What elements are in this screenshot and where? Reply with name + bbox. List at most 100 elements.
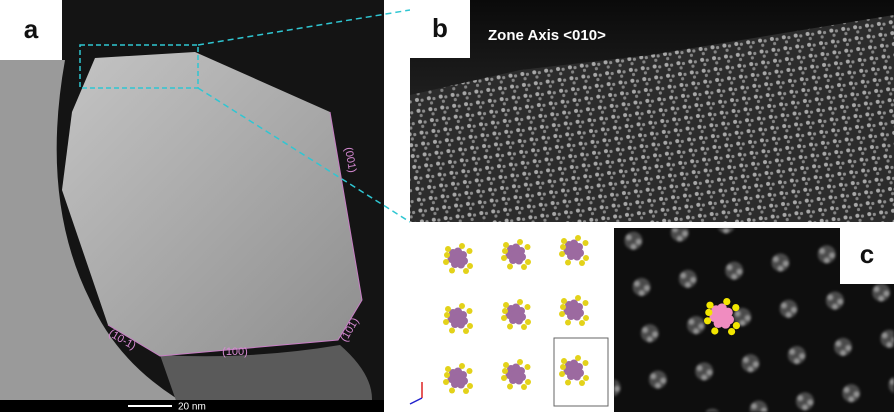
atom [507,384,513,390]
atom [525,319,531,325]
atom [467,323,473,329]
atom [507,264,513,270]
atom [728,328,735,335]
atom [457,261,465,269]
atom [444,312,450,318]
atom [449,268,455,274]
scale-bar-label: 20 nm [178,402,206,412]
atom [463,328,469,334]
atom [525,304,531,310]
atom [561,238,567,244]
page: (001) (101) (100) (10-1) 20 nm a b Zone … [0,0,894,412]
facet-label: (100) [222,346,248,358]
atom [723,298,730,305]
atom [501,315,507,321]
atom [559,311,565,317]
atom [525,244,531,250]
figure: (001) (101) (100) (10-1) 20 nm a b Zone … [0,0,894,412]
atom [459,303,465,309]
atom [565,320,571,326]
atom [507,324,513,330]
atom [444,372,450,378]
atom [579,320,585,326]
atom [575,295,581,301]
atom [521,264,527,270]
atom [467,308,473,314]
atom [503,242,509,248]
panel-label: c [860,239,874,269]
atom [517,359,523,365]
atom [583,300,589,306]
atom [573,373,581,381]
atom [733,322,740,329]
atom [501,255,507,261]
atom [444,252,450,258]
atom [459,363,465,369]
atom [501,375,507,381]
zone-axis-title: Zone Axis <010> [488,27,606,44]
atom [525,364,531,370]
atom [449,328,455,334]
panel-c-image: c [614,228,894,412]
atom [445,246,451,252]
atom [525,379,531,385]
atom [443,259,449,265]
atom [457,321,465,329]
atom [559,251,565,257]
atom [521,384,527,390]
atom [560,304,566,310]
atom [467,248,473,254]
atom [575,235,581,241]
atom [443,319,449,325]
panel-label: b [432,13,448,43]
atom [573,313,581,321]
atom [565,380,571,386]
atom [502,368,508,374]
atom [561,358,567,364]
atom [443,379,449,385]
atom [521,324,527,330]
atom [561,298,567,304]
atom [704,317,711,324]
panel-a: (001) (101) (100) (10-1) 20 nm a [0,0,410,412]
atom [445,366,451,372]
atom [449,388,455,394]
atom [583,375,589,381]
atom [579,380,585,386]
atom [515,257,523,265]
atom [705,309,712,316]
atom [560,244,566,250]
panel-b: b Zone Axis <010> [410,0,894,222]
atom [583,360,589,366]
atom [559,371,565,377]
atom [445,306,451,312]
atom [583,315,589,321]
atom [711,327,718,334]
atom [706,302,713,309]
panel-label: a [24,14,39,44]
atom [583,255,589,261]
atom [503,302,509,308]
atom [459,243,465,249]
atom [732,304,739,311]
atom [467,368,473,374]
atom [515,317,523,325]
atom [573,253,581,261]
atom [575,355,581,361]
atom [517,299,523,305]
atom [525,259,531,265]
atom [583,240,589,246]
atom [502,248,508,254]
panel-c-structure [410,228,612,412]
atom [467,383,473,389]
atom [515,377,523,385]
atom [565,260,571,266]
atom [463,388,469,394]
atom [502,308,508,314]
atom [721,319,731,329]
atom [463,268,469,274]
atom [579,260,585,266]
atom [457,381,465,389]
atom [467,263,473,269]
atom [503,362,509,368]
